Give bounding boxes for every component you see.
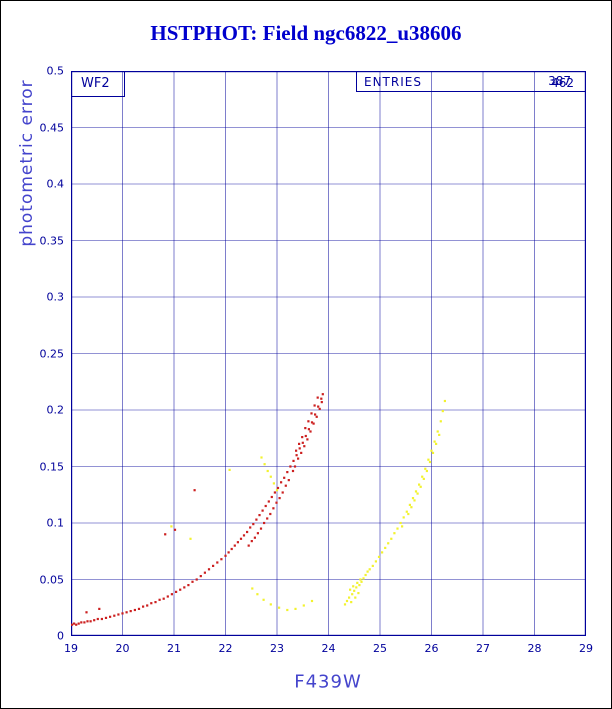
y-tick-label: 0 (57, 629, 64, 643)
y-tick-label: 0.2 (46, 403, 65, 417)
entries-label: ENTRIES (364, 75, 422, 89)
y-tick-label: 0.4 (46, 177, 65, 191)
panel-label: WF2 (81, 76, 110, 91)
y-tick-label: 0.5 (46, 64, 65, 78)
x-tick-label: 24 (321, 642, 336, 655)
x-tick-label: 25 (373, 642, 387, 655)
x-tick-label: 19 (64, 642, 78, 655)
x-tick-label: 26 (424, 642, 439, 655)
chart-title: HSTPHOT: Field ngc6822_u38606 (150, 21, 462, 45)
x-tick-label: 22 (218, 642, 233, 655)
x-tick-label: 21 (167, 642, 181, 655)
y-tick-label: 0.15 (39, 460, 65, 473)
x-tick-label: 23 (270, 642, 284, 655)
entries-count-2: 462 (551, 76, 574, 90)
x-tick-label: 27 (476, 642, 490, 655)
y-tick-label: 0.1 (46, 516, 65, 530)
plot-svg (71, 71, 586, 636)
x-tick-label: 28 (527, 642, 542, 655)
x-tick-label: 20 (115, 642, 130, 655)
y-tick-label: 0.05 (39, 573, 65, 586)
y-tick-label: 0.3 (46, 290, 65, 304)
entries-count-1: 387 (548, 74, 571, 88)
x-tick-label: 29 (579, 642, 593, 655)
y-tick-label: 0.25 (39, 347, 65, 360)
panel-label-box: WF2 (71, 71, 125, 97)
y-tick-label: 0.45 (39, 121, 65, 134)
y-tick-label: 0.35 (39, 234, 65, 247)
entries-box: ENTRIES 387 462 (356, 71, 586, 92)
y-axis-label: photometric error (17, 79, 37, 247)
x-axis-label: F439W (294, 671, 362, 693)
